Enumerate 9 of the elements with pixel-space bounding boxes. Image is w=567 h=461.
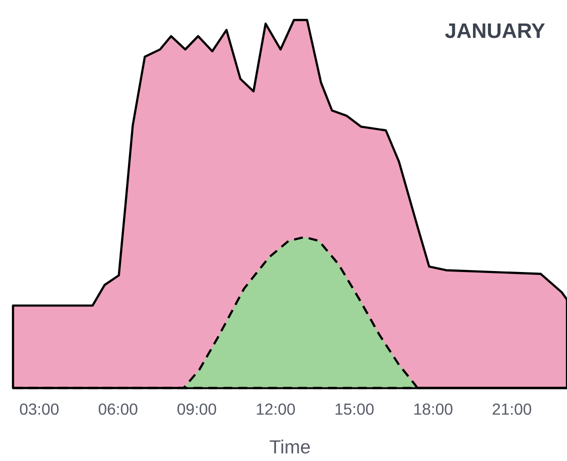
- x-tick-label: 15:00: [336, 404, 374, 415]
- x-tick-label: 09:00: [177, 404, 216, 415]
- x-tick-label: 06:00: [98, 404, 138, 415]
- x-tick-label: 03:00: [20, 404, 59, 415]
- x-axis-title: Time: [270, 440, 310, 454]
- x-tick-label: 18:00: [414, 404, 452, 415]
- chart-title: JANUARY: [445, 24, 545, 38]
- x-tick-label: 12:00: [256, 404, 295, 415]
- x-tick-label: 21:00: [492, 404, 532, 415]
